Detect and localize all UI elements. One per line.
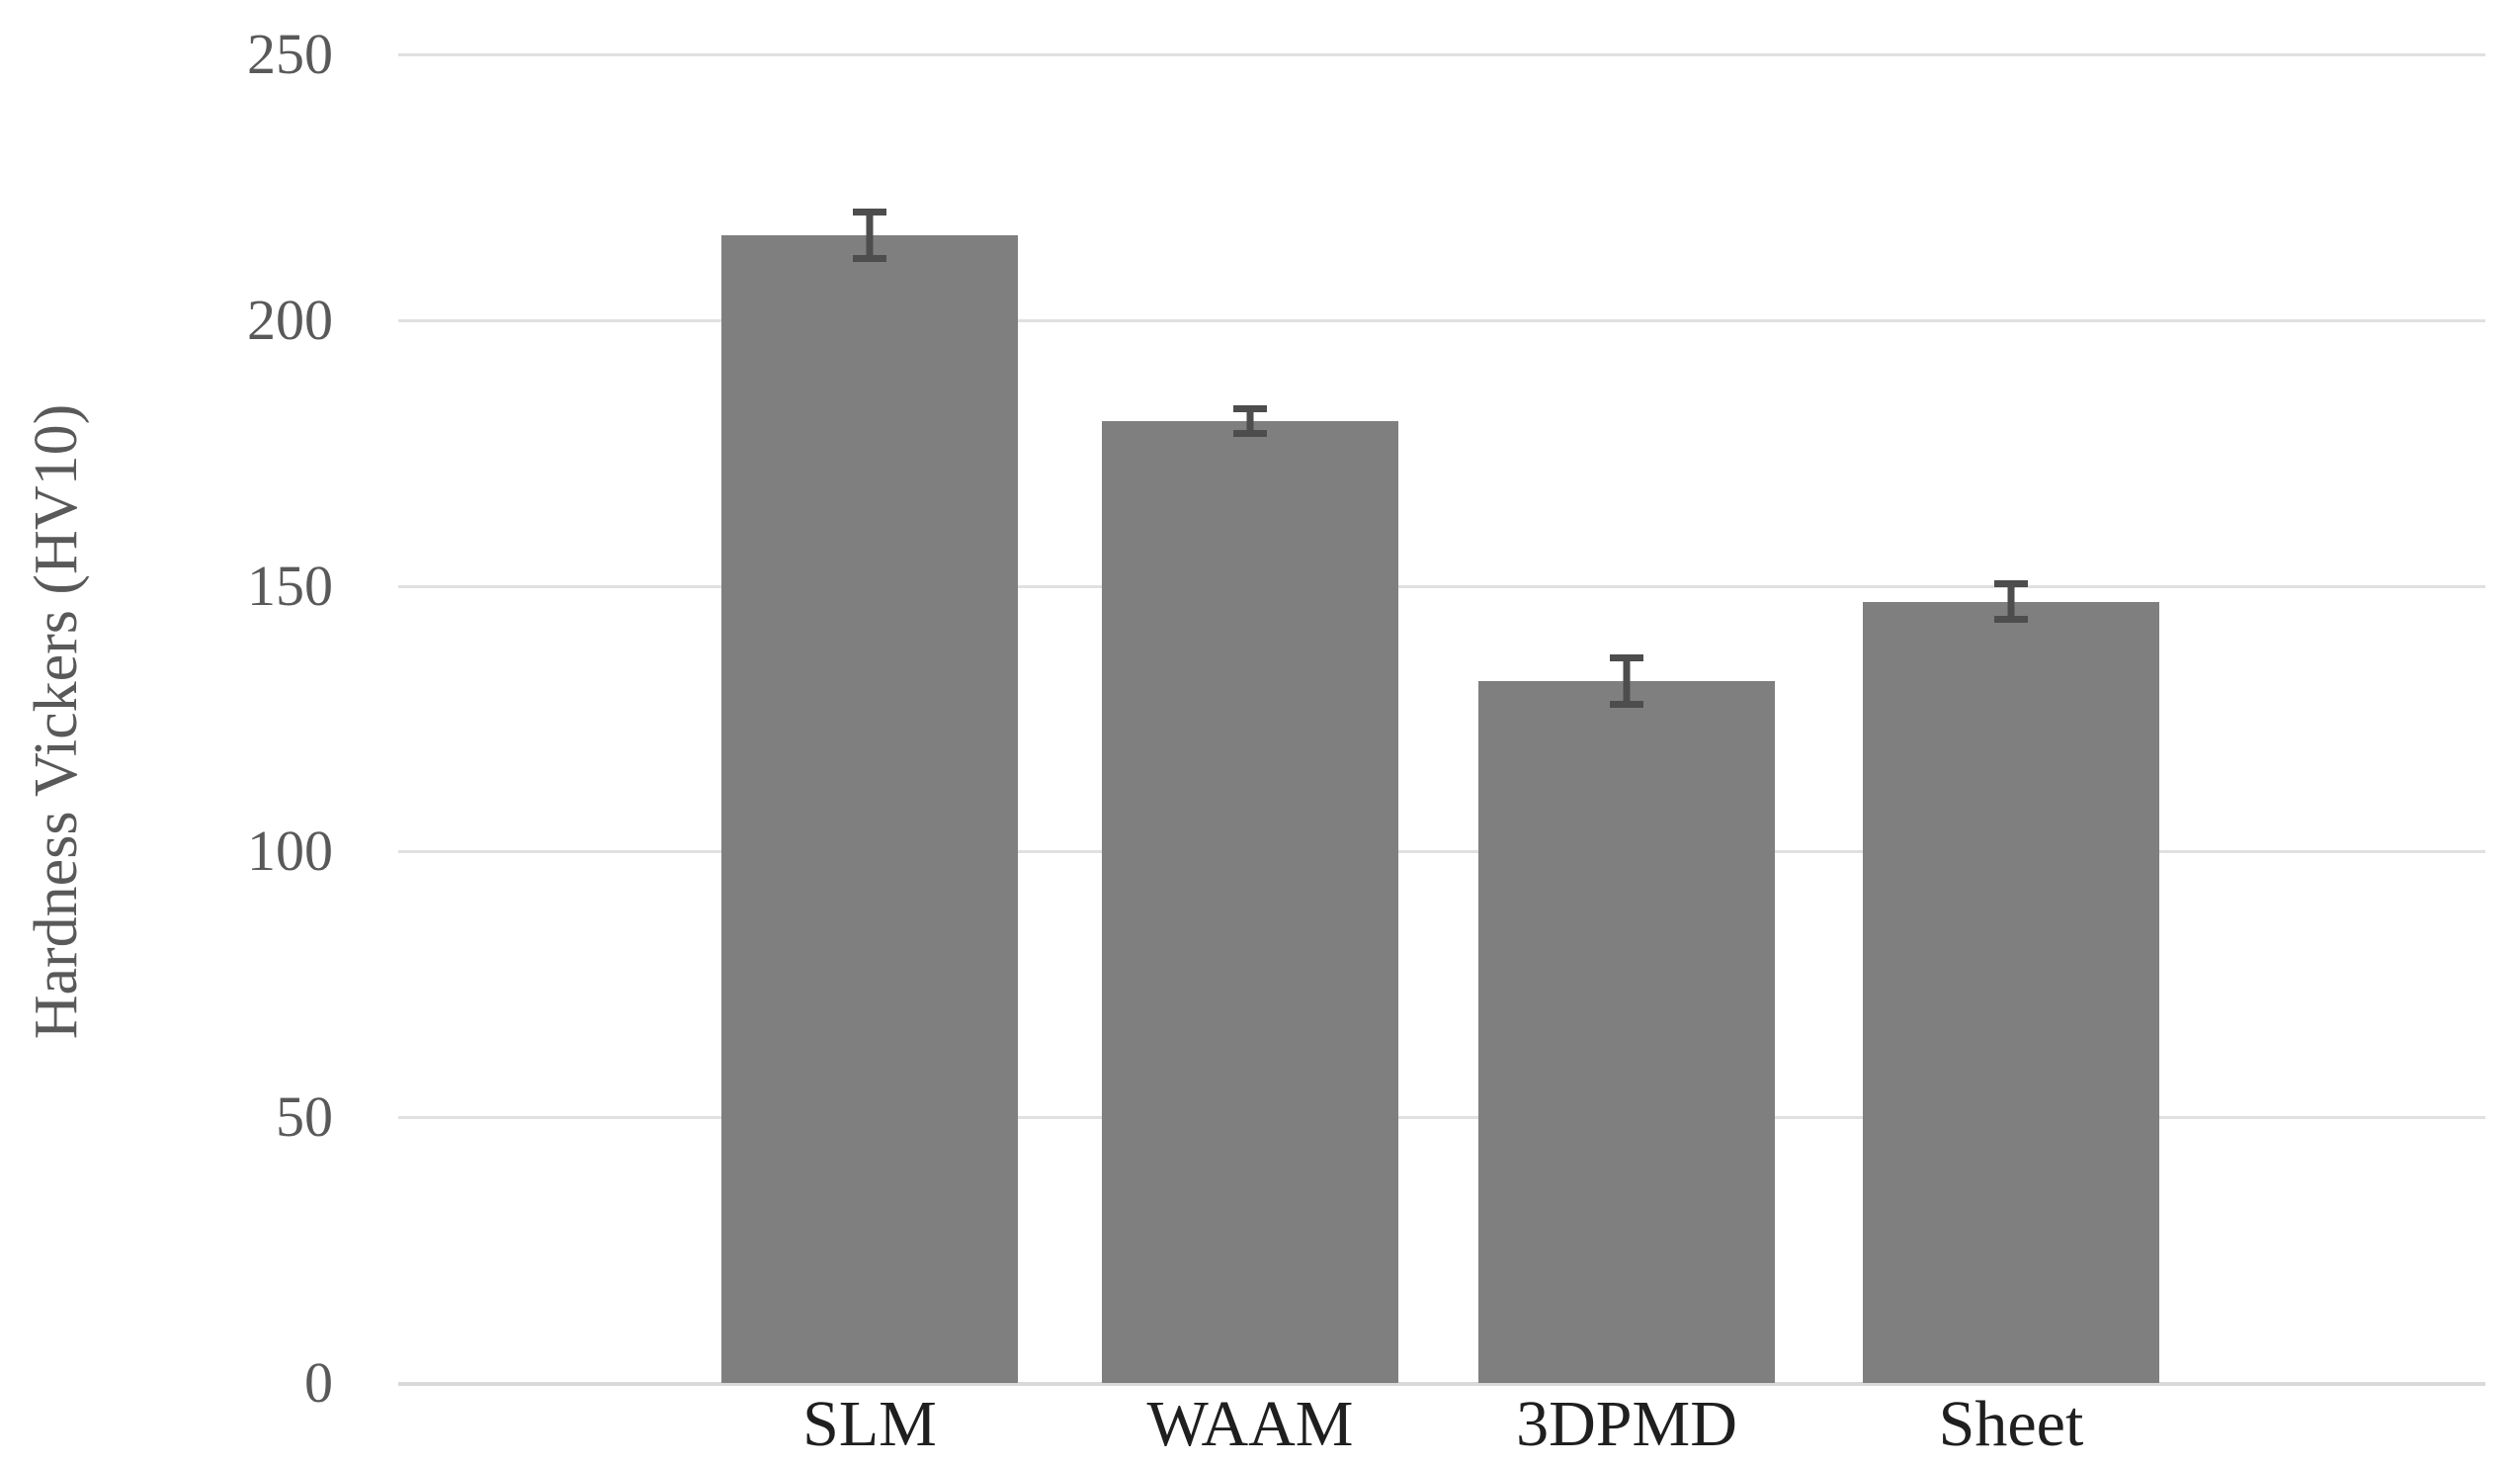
gridline-0 — [398, 1382, 2485, 1386]
error-bar-bottom-cap — [1994, 616, 2028, 624]
bar-3dpmd — [1478, 681, 1775, 1383]
error-bar-stem — [1623, 654, 1631, 709]
y-tick-label-150: 150 — [247, 553, 333, 618]
y-tick-label-200: 200 — [247, 287, 333, 352]
error-bar-bottom-cap — [1233, 430, 1267, 438]
gridline-150 — [398, 584, 2485, 588]
error-bar-bottom-cap — [853, 254, 886, 262]
plot-area — [398, 53, 2485, 1386]
x-category-label-slm: SLM — [802, 1388, 937, 1460]
error-bar-bottom-cap — [1610, 701, 1643, 709]
gridline-200 — [398, 318, 2485, 322]
x-category-label-waam: WAAM — [1146, 1388, 1354, 1460]
gridline-50 — [398, 1116, 2485, 1120]
error-bar-waam — [1233, 404, 1267, 438]
bar-sheet — [1863, 601, 2159, 1383]
error-bar-stem — [1246, 404, 1254, 438]
x-category-label-sheet: Sheet — [1938, 1388, 2084, 1460]
bar-slm — [721, 234, 1018, 1383]
y-tick-label-50: 50 — [276, 1084, 333, 1150]
y-tick-label-100: 100 — [247, 819, 333, 884]
x-category-label-3dpmd: 3DPMD — [1516, 1388, 1737, 1460]
error-bar-stem — [866, 208, 874, 262]
y-tick-label-250: 250 — [247, 22, 333, 86]
y-axis-title: Hardness Vickers (HV10) — [23, 403, 90, 1040]
bar-waam — [1102, 420, 1398, 1383]
gridline-100 — [398, 850, 2485, 854]
error-bar-top-cap — [1233, 404, 1267, 412]
error-bar-slm — [853, 208, 886, 262]
error-bar-sheet — [1994, 580, 2028, 624]
y-tick-label-0: 0 — [304, 1350, 333, 1415]
error-bar-top-cap — [1994, 580, 2028, 588]
error-bar-top-cap — [853, 208, 886, 216]
error-bar-top-cap — [1610, 654, 1643, 662]
error-bar-3dpmd — [1610, 654, 1643, 709]
error-bar-stem — [2007, 580, 2015, 624]
gridline-250 — [398, 53, 2485, 56]
